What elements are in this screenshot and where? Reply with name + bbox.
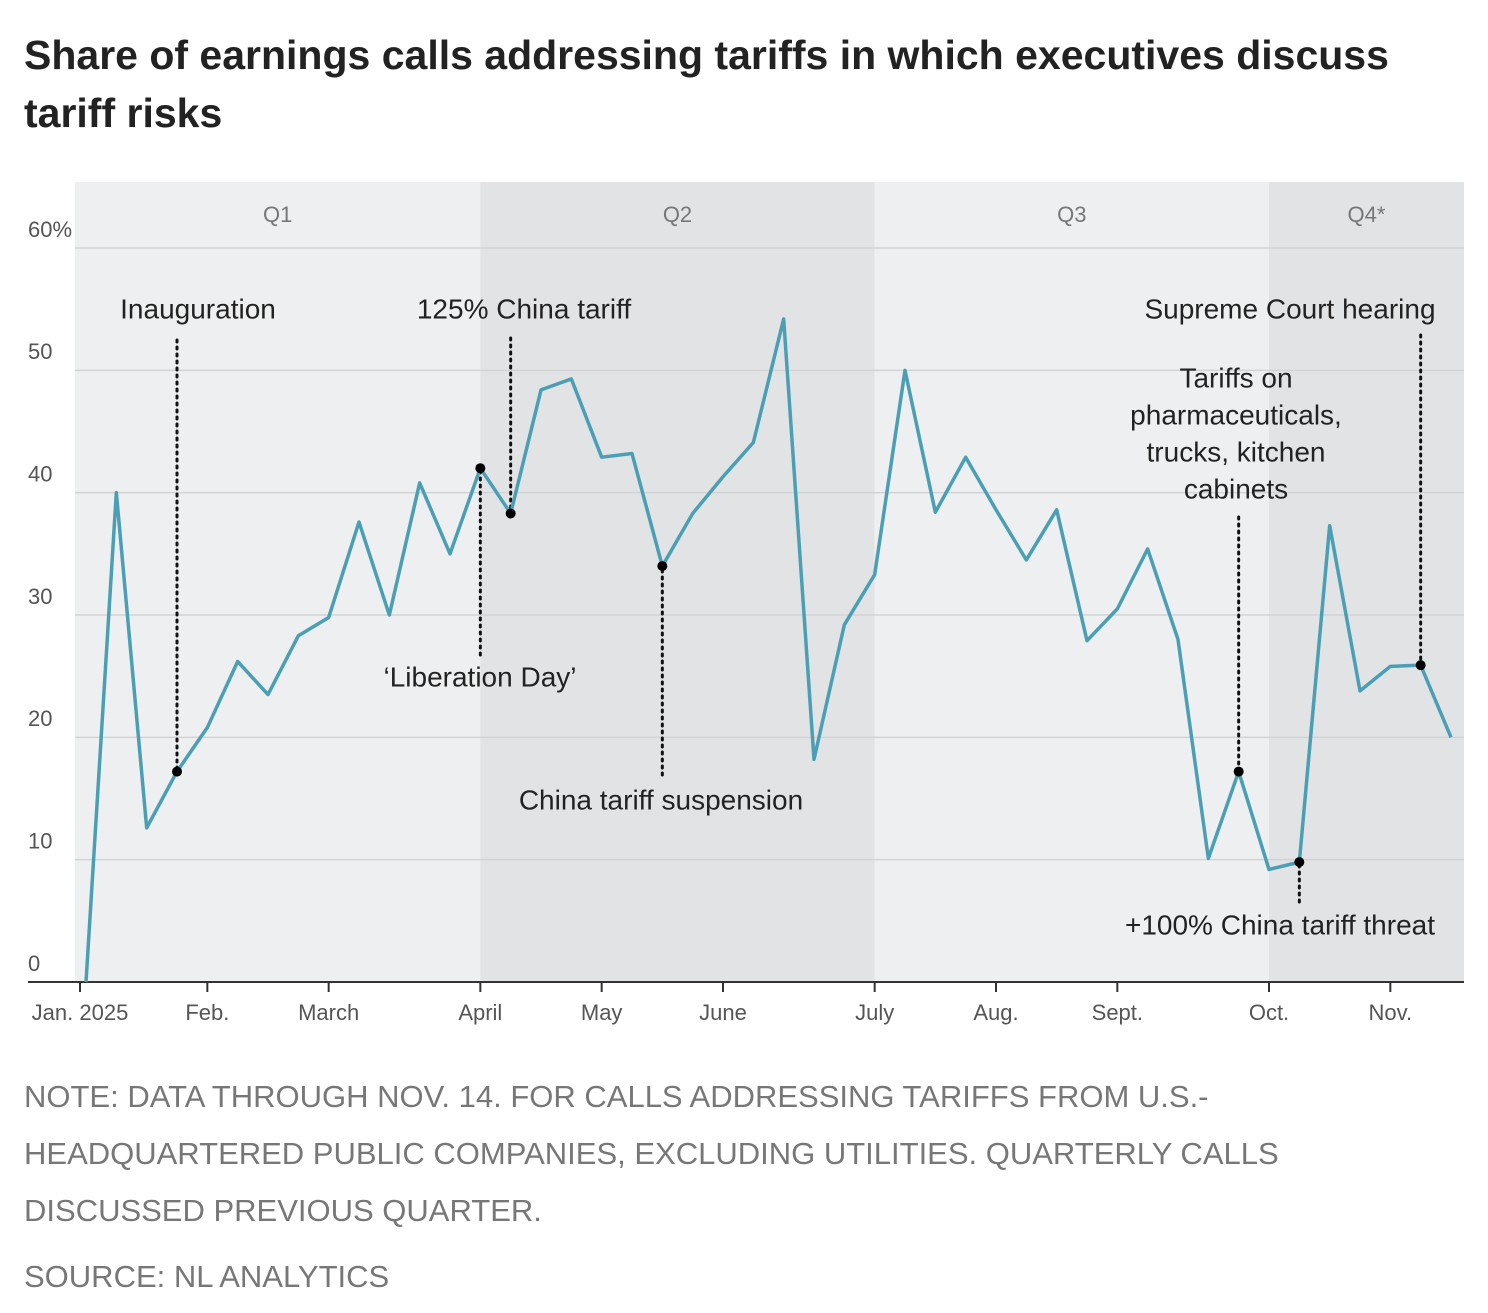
x-tick-label: Feb. (185, 1000, 229, 1025)
y-tick-label: 30 (28, 584, 52, 609)
x-tick-label: Sept. (1092, 1000, 1143, 1025)
annotation-dot (505, 508, 516, 519)
y-tick-label: 10 (28, 828, 52, 853)
data-line (84, 317, 1453, 983)
quarter-label: Q3 (1057, 202, 1086, 227)
x-tick-label: May (581, 1000, 623, 1025)
x-tick-label: Nov. (1369, 1000, 1413, 1025)
annotation-label: Supreme Court hearing (1144, 293, 1435, 324)
chart-source: SOURCE: NL ANALYTICS (24, 1259, 390, 1294)
chart-note: NOTE: DATA THROUGH NOV. 14. FOR CALLS AD… (24, 1079, 1279, 1228)
annotation-dot (172, 766, 182, 777)
quarter-band (75, 182, 481, 982)
annotation-dot (1233, 766, 1244, 777)
annotation-label: China tariff suspension (519, 784, 803, 815)
annotation-label: Inauguration (120, 293, 276, 324)
quarter-label: Q2 (663, 202, 692, 227)
annotation-dot (1294, 857, 1305, 868)
y-tick-label: 40 (28, 461, 52, 486)
quarter-label: Q4* (1348, 202, 1386, 227)
quarter-label: Q1 (263, 202, 292, 227)
y-tick-label: 50 (28, 339, 52, 364)
x-tick-label: Aug. (973, 1000, 1018, 1025)
annotation-label: cabinets (1184, 473, 1288, 504)
annotation-dot (475, 463, 486, 474)
y-tick-label: 20 (28, 706, 52, 731)
annotation-label: pharmaceuticals, (1130, 399, 1342, 430)
x-tick-label: June (699, 1000, 747, 1025)
annotation-label: +100% China tariff threat (1125, 909, 1435, 940)
x-tick-label: Oct. (1249, 1000, 1289, 1025)
x-tick-label: March (298, 1000, 359, 1025)
annotation-dot (657, 561, 668, 572)
chart-title: Share of earnings calls addressing tarif… (24, 32, 1389, 136)
quarter-band (480, 182, 875, 982)
annotation-label: 125% China tariff (417, 293, 632, 324)
annotation-dot (1415, 660, 1426, 671)
annotation-label: ‘Liberation Day’ (384, 661, 577, 692)
y-tick-label: 0 (28, 951, 40, 976)
annotation-label: Tariffs on (1179, 362, 1292, 393)
annotation-label: trucks, kitchen (1147, 436, 1326, 467)
x-tick-label: July (855, 1000, 894, 1025)
x-tick-label: Jan. 2025 (32, 1000, 129, 1025)
x-tick-label: April (458, 1000, 502, 1025)
y-tick-label: 60% (28, 217, 72, 242)
